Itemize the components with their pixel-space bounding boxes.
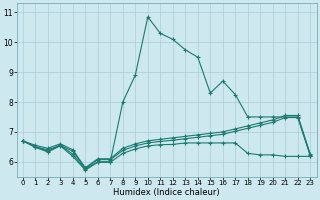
X-axis label: Humidex (Indice chaleur): Humidex (Indice chaleur): [113, 188, 220, 197]
